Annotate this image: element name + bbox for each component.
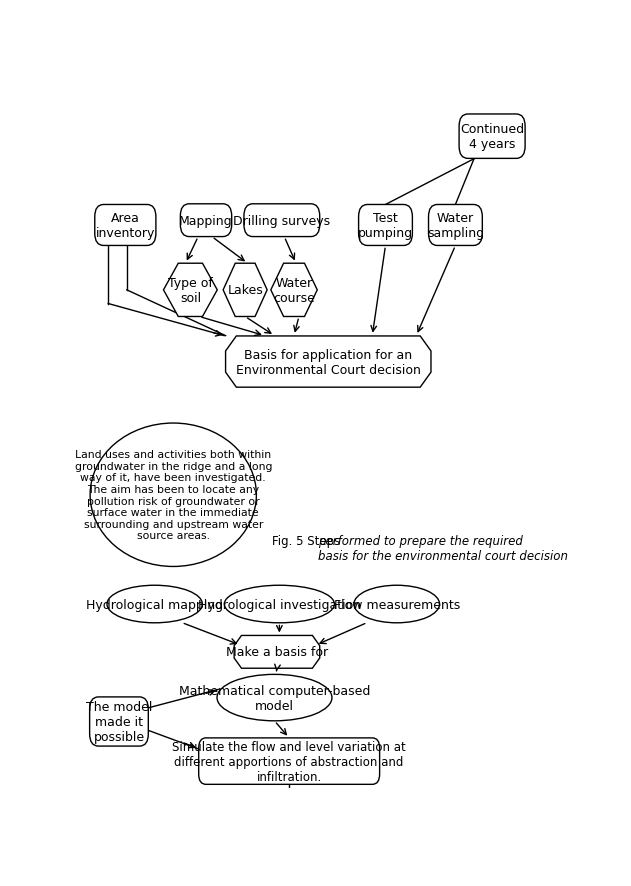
Text: Drilling surveys: Drilling surveys <box>233 214 331 228</box>
Polygon shape <box>226 337 431 388</box>
Text: Simulate the flow and level variation at
different apportions of abstraction and: Simulate the flow and level variation at… <box>172 740 406 782</box>
FancyBboxPatch shape <box>459 115 525 159</box>
Ellipse shape <box>107 586 203 623</box>
Text: Area
inventory: Area inventory <box>96 212 155 240</box>
Text: Fig. 5 Steps: Fig. 5 Steps <box>272 534 344 547</box>
Text: Hydrological investigation: Hydrological investigation <box>198 598 361 610</box>
FancyBboxPatch shape <box>199 738 380 784</box>
FancyBboxPatch shape <box>90 697 148 746</box>
Text: Continued
4 years: Continued 4 years <box>460 123 524 151</box>
Text: Flow measurements: Flow measurements <box>334 598 460 610</box>
Text: Make a basis for: Make a basis for <box>226 646 328 658</box>
Text: The model
made it
possible: The model made it possible <box>86 700 152 743</box>
FancyBboxPatch shape <box>180 205 232 237</box>
FancyBboxPatch shape <box>428 206 482 246</box>
Text: Land uses and activities both within
groundwater in the ridge and a long
way of : Land uses and activities both within gro… <box>74 449 272 540</box>
FancyBboxPatch shape <box>358 206 413 246</box>
Text: Lakes: Lakes <box>227 284 263 297</box>
Text: Hydrological mapping: Hydrological mapping <box>86 598 223 610</box>
Polygon shape <box>163 264 217 317</box>
Polygon shape <box>234 636 320 668</box>
Text: Mapping: Mapping <box>179 214 233 228</box>
Ellipse shape <box>354 586 440 623</box>
Ellipse shape <box>225 586 334 623</box>
Text: Mathematical computer-based
model: Mathematical computer-based model <box>179 684 370 711</box>
Text: Basis for application for an
Environmental Court decision: Basis for application for an Environment… <box>236 348 421 377</box>
FancyBboxPatch shape <box>244 205 320 237</box>
Polygon shape <box>223 264 267 317</box>
Text: performed to prepare the required
basis for the environmental court decision: performed to prepare the required basis … <box>319 534 569 562</box>
Text: Water
sampling: Water sampling <box>427 212 484 240</box>
Ellipse shape <box>217 674 332 721</box>
Text: Water
course: Water course <box>273 276 315 305</box>
Polygon shape <box>271 264 317 317</box>
Ellipse shape <box>90 424 256 567</box>
FancyBboxPatch shape <box>95 206 156 246</box>
Text: Test
pumping: Test pumping <box>358 212 413 240</box>
Text: Type of
soil: Type of soil <box>168 276 213 305</box>
